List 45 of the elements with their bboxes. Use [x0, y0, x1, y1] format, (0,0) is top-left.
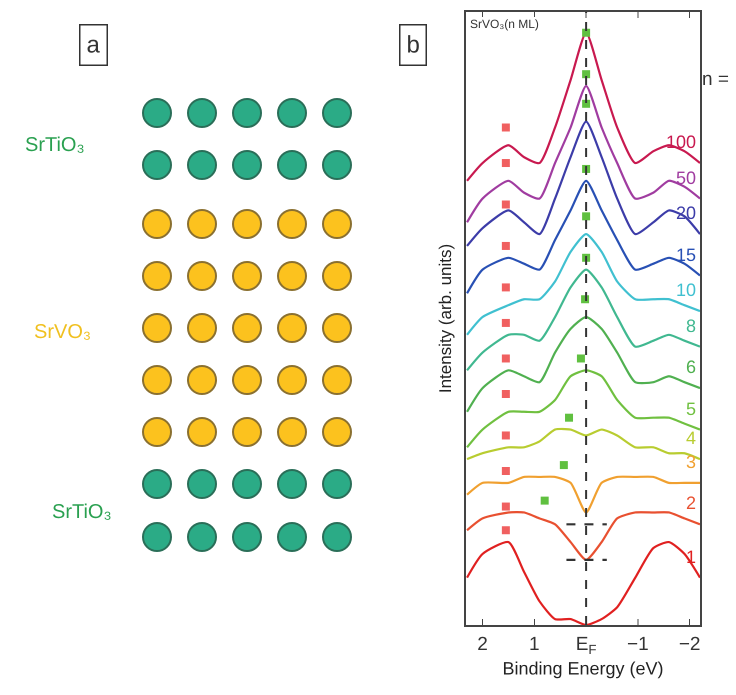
- text: SrVO₃(n ML): [470, 17, 539, 31]
- point: [502, 242, 510, 250]
- text: SrVO₃: [34, 321, 92, 343]
- point: [502, 467, 510, 476]
- text: a: [86, 32, 100, 58]
- series-label: 10: [676, 280, 696, 300]
- x-tick-label: −2: [678, 634, 700, 655]
- point: [502, 123, 510, 132]
- series-label: 50: [676, 168, 696, 188]
- series-label: 3: [686, 452, 696, 472]
- point: [502, 283, 510, 292]
- series-label: 20: [676, 203, 696, 223]
- x-axis-title: Binding Energy (eV): [502, 658, 664, 678]
- x-tick-label: 2: [477, 634, 488, 655]
- text: b: [406, 32, 420, 58]
- point: [502, 200, 510, 208]
- point: [565, 414, 574, 422]
- y-axis-title: Intensity (arb. units): [436, 244, 456, 394]
- point: [540, 496, 549, 505]
- text: SrTiO₃: [52, 501, 112, 523]
- point: [502, 390, 510, 398]
- point: [582, 100, 590, 108]
- series-label: 8: [686, 316, 696, 336]
- x-tick-label: E$_{F}$: [576, 634, 597, 657]
- point: [502, 502, 510, 511]
- point: [502, 354, 510, 362]
- series-label: 2: [686, 493, 696, 513]
- x-tick-label: −1: [627, 634, 649, 655]
- text: n =: [702, 69, 729, 90]
- point: [502, 526, 510, 534]
- series-label: 6: [686, 357, 696, 377]
- series-label: 5: [686, 399, 696, 419]
- point: [502, 431, 510, 440]
- text: SrTiO₃: [25, 134, 85, 156]
- point: [582, 212, 590, 220]
- point: [582, 28, 590, 37]
- point: [582, 70, 590, 78]
- x-tick-label: 1: [529, 634, 540, 655]
- series-label: 100: [666, 132, 696, 152]
- series-label: 15: [676, 245, 696, 265]
- point: [502, 159, 510, 168]
- point: [560, 461, 568, 470]
- point: [502, 318, 510, 327]
- series-label: 4: [686, 428, 696, 448]
- point: [576, 354, 585, 362]
